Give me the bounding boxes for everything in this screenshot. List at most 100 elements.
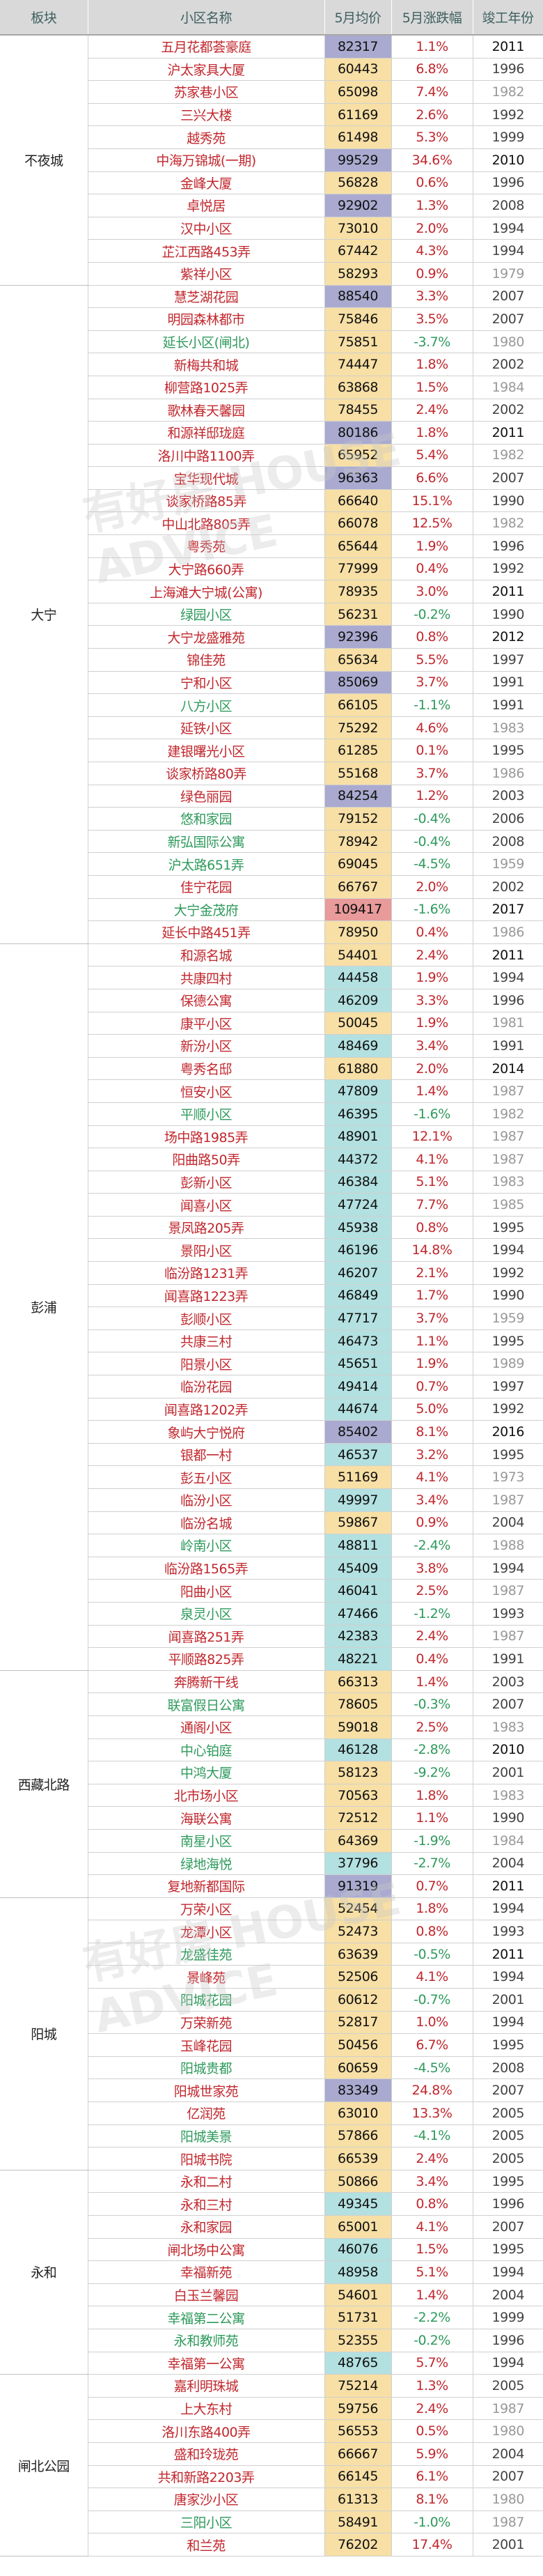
price-change: 4.1% (391, 2215, 473, 2239)
price-change: 1.8% (391, 1897, 473, 1921)
table-row: 和源祥邸珑庭 80186 1.8% 2011 (0, 421, 543, 445)
completion-year: 1996 (473, 171, 543, 195)
completion-year: 1987 (473, 1079, 543, 1103)
price-change: 4.1% (391, 1148, 473, 1171)
avg-price: 46196 (324, 1238, 392, 1263)
avg-price: 45651 (324, 1352, 392, 1376)
region-cell: 阳城 (0, 1897, 88, 2170)
table-row: 闻喜路1202弄 44674 5.0% 1992 (0, 1398, 543, 1421)
community-name: 汉中小区 (88, 217, 325, 240)
community-name: 龙盛佳苑 (88, 1943, 325, 1966)
avg-price: 52355 (324, 2329, 392, 2352)
completion-year: 1982 (473, 1102, 543, 1126)
price-change: 0.5% (391, 2419, 473, 2443)
avg-price: 72512 (324, 1806, 392, 1830)
avg-price: 48901 (324, 1125, 392, 1149)
community-name: 延长小区(闸北) (88, 330, 325, 354)
price-change: 0.9% (391, 1511, 473, 1535)
table-row: 锦佳苑 65634 5.5% 1997 (0, 648, 543, 672)
completion-year: 1995 (473, 1216, 543, 1240)
price-change: -0.7% (391, 1988, 473, 2012)
price-change: 3.2% (391, 1443, 473, 1467)
region-cell: 闸北公园 (0, 2374, 88, 2556)
completion-year: 1993 (473, 1920, 543, 1943)
table-row: 建银曙光小区 61285 0.1% 1995 (0, 739, 543, 762)
completion-year: 1988 (473, 1534, 543, 1557)
avg-price: 66667 (324, 2442, 392, 2466)
community-name: 共和新路2203弄 (88, 2465, 325, 2489)
completion-year: 2017 (473, 898, 543, 922)
community-name: 沪太家具大厦 (88, 58, 325, 82)
price-change: 3.4% (391, 1488, 473, 1512)
avg-price: 61313 (324, 2488, 392, 2511)
avg-price: 46384 (324, 1171, 392, 1194)
avg-price: 92902 (324, 194, 392, 217)
completion-year: 1990 (473, 603, 543, 626)
community-name: 芷江西路453弄 (88, 239, 325, 263)
avg-price: 78935 (324, 580, 392, 603)
price-change: 5.9% (391, 2442, 473, 2466)
community-name: 景峰苑 (88, 1965, 325, 1989)
avg-price: 56553 (324, 2419, 392, 2443)
price-change: 3.4% (391, 2170, 473, 2193)
table-row: 中心铂庭 46128 -2.8% 2010 (0, 1738, 543, 1762)
community-name: 恒安小区 (88, 1079, 325, 1103)
avg-price: 79152 (324, 807, 392, 831)
community-name: 唐家沙小区 (88, 2488, 325, 2511)
completion-year: 1992 (473, 1261, 543, 1285)
community-name: 洛川中路1100弄 (88, 444, 325, 468)
price-change: 4.3% (391, 239, 473, 263)
table-row: 幸福第二公寓 51731 -2.2% 1999 (0, 2306, 543, 2329)
header-change: 5月涨跌幅 (391, 0, 473, 36)
avg-price: 51731 (324, 2306, 392, 2329)
completion-year: 2007 (473, 466, 543, 490)
avg-price: 63010 (324, 2101, 392, 2125)
price-change: 1.2% (391, 785, 473, 808)
table-row: 联富假日公寓 78605 -0.3% 2007 (0, 1692, 543, 1716)
completion-year: 1986 (473, 920, 543, 944)
avg-price: 54601 (324, 2283, 392, 2307)
avg-price: 63868 (324, 376, 392, 399)
completion-year: 2012 (473, 625, 543, 649)
avg-price: 48221 (324, 1647, 392, 1671)
community-name: 彭新小区 (88, 1171, 325, 1194)
community-name: 大宁金茂府 (88, 898, 325, 922)
community-name: 八方小区 (88, 693, 325, 717)
avg-price: 80186 (324, 421, 392, 445)
completion-year: 2007 (473, 1692, 543, 1716)
community-name: 大宁路660弄 (88, 557, 325, 581)
community-name: 万荣新苑 (88, 2011, 325, 2035)
table-row: 永和家园 65001 4.1% 2007 (0, 2215, 543, 2239)
completion-year: 1986 (473, 762, 543, 785)
price-change: 24.8% (391, 2078, 473, 2103)
table-row: 绿色丽园 84254 1.2% 2003 (0, 785, 543, 808)
table-row: 景凤路205弄 45938 0.8% 1995 (0, 1216, 543, 1240)
avg-price: 50045 (324, 1012, 392, 1035)
table-row: 唐家沙小区 61313 8.1% 1980 (0, 2488, 543, 2511)
completion-year: 1991 (473, 671, 543, 695)
table-row: 三阳小区 58491 -1.0% 1987 (0, 2511, 543, 2534)
avg-price: 65001 (324, 2215, 392, 2239)
avg-price: 75846 (324, 307, 392, 331)
community-name: 谈家桥路85弄 (88, 489, 325, 513)
table-row: 彭顺小区 47717 3.7% 1959 (0, 1306, 543, 1330)
completion-year: 1996 (473, 989, 543, 1012)
price-change: 13.3% (391, 2101, 473, 2125)
table-row: 阳城美景 57866 -4.1% 2005 (0, 2124, 543, 2148)
price-change: 2.5% (391, 1579, 473, 1603)
table-row: 白玉兰馨园 54601 1.4% 2004 (0, 2283, 543, 2307)
price-change: 1.3% (391, 2374, 473, 2398)
price-change: 5.5% (391, 648, 473, 672)
table-row: 大宁金茂府 109417 -1.6% 2017 (0, 898, 543, 922)
table-row: 永和 永和二村 50866 3.4% 1995 (0, 2170, 543, 2375)
table-row: 共和新路2203弄 66145 6.1% 2007 (0, 2465, 543, 2489)
table-row: 恒安小区 47809 1.4% 1987 (0, 1079, 543, 1103)
price-change: 0.8% (391, 1920, 473, 1943)
avg-price: 61498 (324, 125, 392, 149)
completion-year: 2001 (473, 2533, 543, 2556)
table-row: 宝华现代城 96363 6.6% 2007 (0, 466, 543, 490)
table-row: 南星小区 64369 -1.9% 1984 (0, 1829, 543, 1853)
table-row: 延长中路451弄 78950 0.4% 1986 (0, 920, 543, 944)
completion-year: 2001 (473, 1988, 543, 2012)
price-change: 12.1% (391, 1125, 473, 1149)
